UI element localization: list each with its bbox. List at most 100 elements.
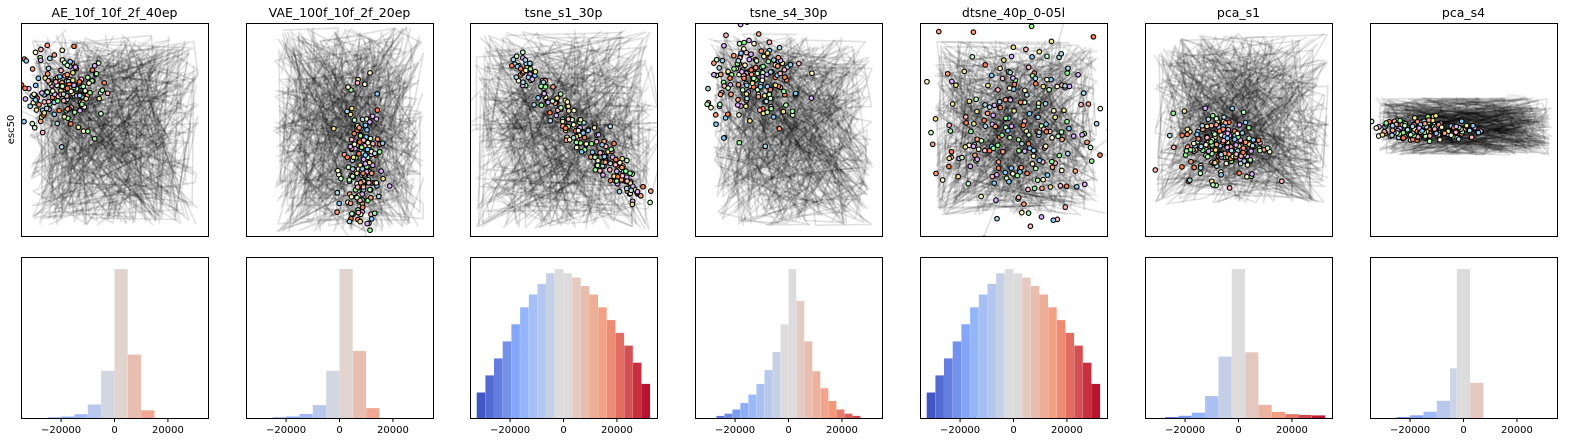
data-point [344,108,350,115]
data-point [1233,142,1239,148]
data-point [27,103,34,110]
trajectory-line [50,76,151,203]
data-point [44,71,51,77]
trajectory-line [948,51,1090,198]
data-point [723,32,729,39]
trajectory-line [789,120,807,212]
data-point [971,120,977,127]
trajectory-line [737,56,870,206]
trajectory-line [1169,45,1177,67]
trajectory-line [720,49,868,225]
trajectory-line [739,77,865,218]
trajectory-line [721,72,829,220]
trajectory-line [278,55,417,199]
trajectory-line [1426,98,1516,155]
trajectory-line [291,38,405,227]
data-point [984,110,991,117]
data-point [738,50,744,57]
data-point [1085,101,1092,107]
data-point [1049,134,1055,141]
trajectory-line [1504,119,1547,141]
trajectory-line [480,87,606,215]
trajectory-line [947,59,1097,212]
data-point [708,104,714,111]
trajectory-line [511,76,625,201]
trajectory-line [280,38,423,204]
data-point [335,167,341,174]
trajectory-line [275,114,360,186]
trajectory-line [1177,69,1326,188]
histogram-bar [520,307,529,418]
trajectory-line [1160,47,1319,157]
trajectory-line [496,29,602,198]
data-point [1213,121,1220,128]
histogram-bar [312,405,326,418]
histogram-bar [114,269,128,418]
data-point [1034,177,1041,184]
trajectory-line [938,45,1097,202]
data-point [1025,210,1032,216]
trajectory-line [726,49,864,223]
x-tick-label: −20000 [715,425,755,436]
trajectory-line [714,78,869,212]
data-point [1190,140,1197,147]
data-point [56,107,63,114]
x-tick-label: −20000 [41,425,81,436]
row-labels: esc50 [6,115,17,145]
trajectory-line [1381,100,1541,144]
data-point [767,86,774,93]
data-point [1242,139,1249,146]
trajectory-line [1170,75,1301,203]
data-point [767,95,774,102]
trajectory-line [307,31,385,203]
trajectory-line [53,52,144,218]
data-point [1047,184,1054,190]
trajectory-line [1397,107,1546,144]
trajectory-line [936,54,1107,208]
trajectory-line [1212,36,1318,184]
trajectory-line [949,41,1107,189]
trajectory-line [1215,115,1328,181]
data-point [755,31,762,37]
trajectory-line [475,51,569,131]
trajectory-line [316,39,395,181]
data-point [565,116,572,122]
trajectory-line [70,191,91,206]
data-point [357,218,364,225]
histogram-bar [1048,307,1057,418]
data-point [1062,204,1069,210]
data-point [966,98,973,105]
data-point [1184,126,1191,133]
trajectory-line [33,62,167,185]
data-point [986,104,993,110]
data-point [970,143,977,150]
data-point [573,144,580,151]
data-point [95,60,102,66]
data-point [1231,136,1238,143]
data-point [939,177,946,183]
histogram-bar [615,332,625,418]
trajectory-line [1402,101,1550,148]
data-point [368,216,375,222]
data-point [1226,185,1233,191]
trajectory-line [942,53,1097,202]
trajectory-line [77,57,199,194]
trajectory-line [1214,59,1324,200]
histogram-bar [944,358,953,418]
x-tick-label: −20000 [1390,425,1430,436]
data-point [338,175,344,182]
trajectory-line [515,32,642,181]
trajectory-line [718,50,857,204]
data-point [508,62,515,69]
trajectory-line [764,65,865,223]
data-point [731,66,737,72]
data-point [761,53,767,60]
trajectory-line [484,43,651,181]
trajectory-line [936,51,1081,209]
data-point [1039,185,1045,192]
data-point [1204,134,1210,141]
data-point [1197,165,1204,171]
data-point [1228,147,1235,154]
trajectory-line [78,40,194,144]
trajectory-line [21,82,152,222]
